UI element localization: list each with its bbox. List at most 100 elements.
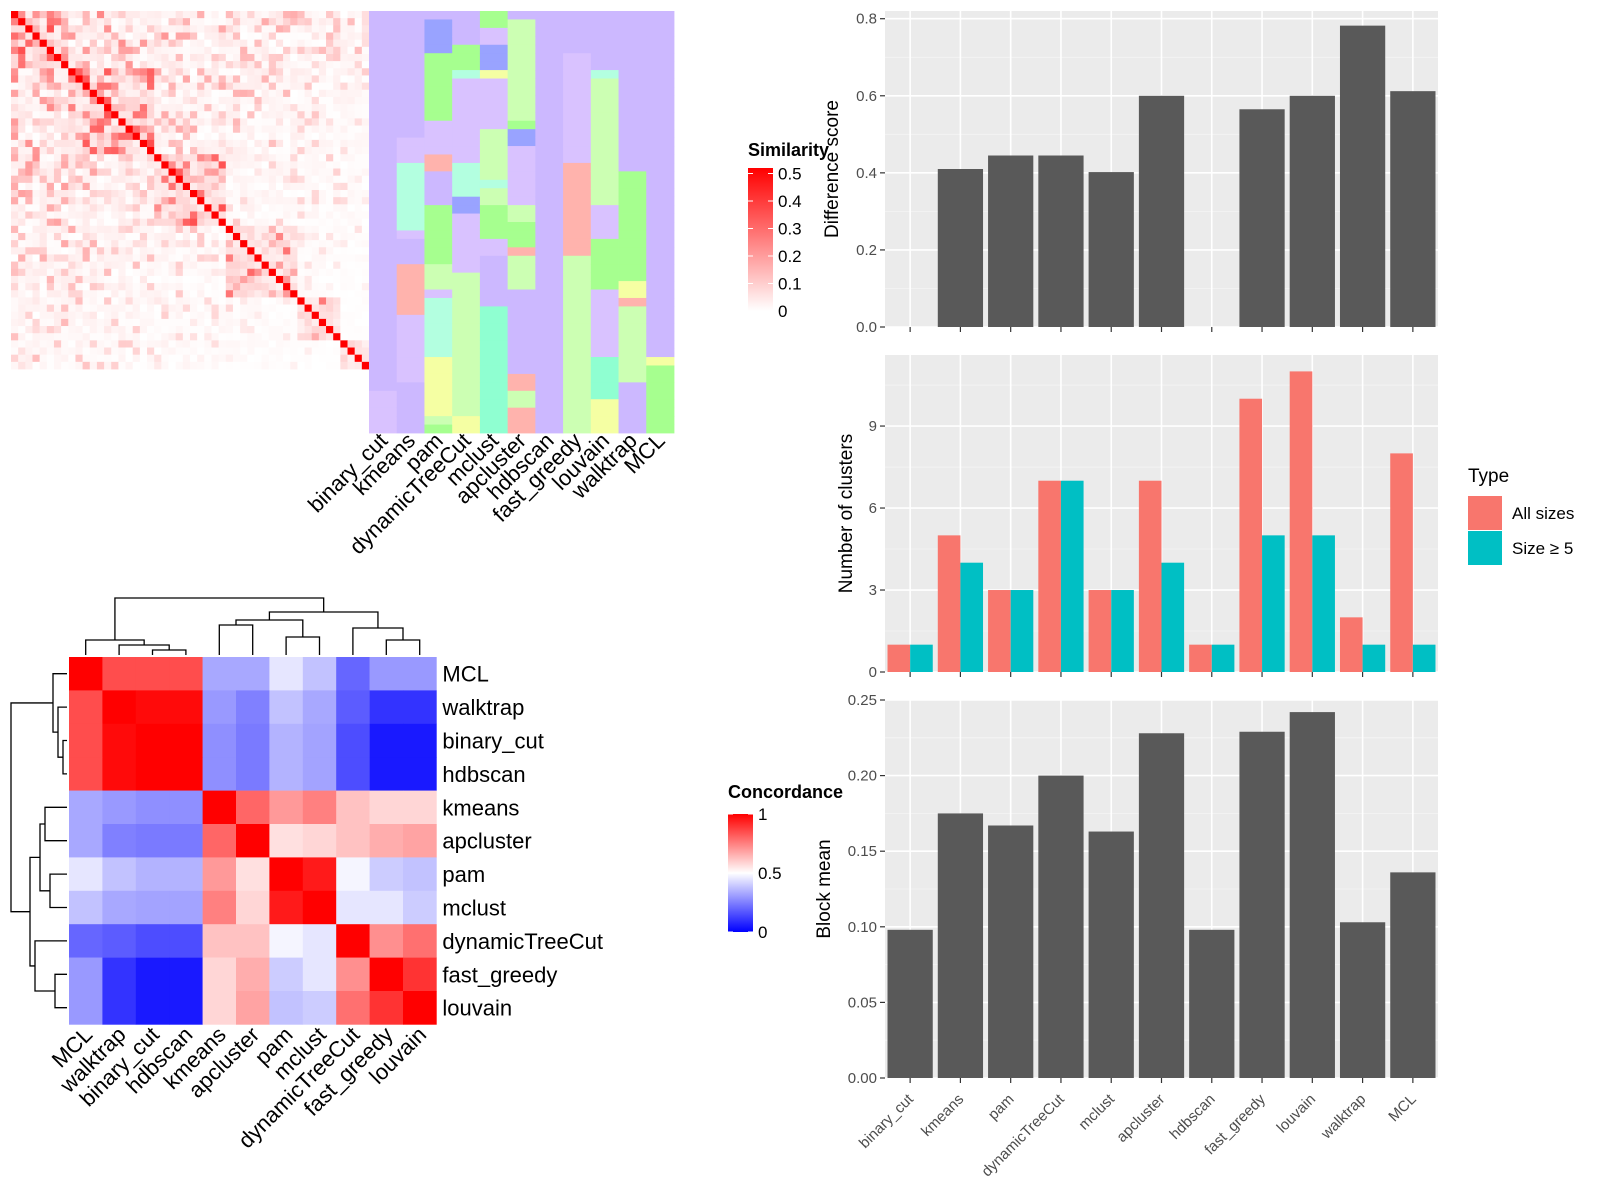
similarity-cell — [46, 39, 55, 48]
cluster-cell — [618, 171, 647, 181]
similarity-cell — [161, 125, 169, 134]
cluster-cell — [563, 399, 592, 409]
bar — [1289, 712, 1335, 1078]
similarity-cell — [118, 104, 126, 112]
bar — [1038, 775, 1084, 1078]
similarity-cell — [68, 118, 76, 126]
similarity-cell — [218, 147, 227, 155]
similarity-cell — [340, 125, 348, 134]
similarity-cell — [25, 333, 33, 341]
similarity-cell — [182, 32, 191, 41]
similarity-cell — [275, 290, 284, 298]
concordance-row-label: fast_greedy — [442, 962, 557, 987]
similarity-cell — [161, 283, 169, 291]
similarity-cell — [46, 46, 55, 55]
similarity-cell — [89, 147, 98, 155]
similarity-cell — [46, 11, 55, 19]
cluster-cell — [618, 306, 647, 316]
similarity-cell — [354, 182, 363, 191]
similarity-cell — [197, 61, 205, 69]
similarity-cell — [333, 32, 341, 41]
similarity-cell — [347, 111, 356, 119]
cluster-cell — [590, 348, 619, 358]
similarity-cell — [118, 39, 126, 48]
similarity-cell — [53, 275, 62, 284]
cluster-cell — [424, 323, 453, 333]
similarity-cell — [361, 118, 370, 126]
similarity-cell — [25, 225, 33, 234]
similarity-cell — [61, 32, 69, 41]
cluster-cell — [424, 289, 453, 299]
similarity-cell — [254, 247, 262, 255]
similarity-cell — [53, 240, 62, 248]
similarity-cell — [132, 225, 141, 234]
similarity-cell — [275, 147, 284, 155]
similarity-cell — [104, 247, 112, 255]
similarity-cell — [254, 197, 262, 205]
similarity-cell — [139, 111, 148, 119]
cluster-cell — [396, 162, 425, 172]
similarity-cell — [254, 18, 262, 26]
cluster-cell — [618, 416, 647, 425]
bar — [1138, 480, 1162, 672]
similarity-cell — [283, 147, 291, 155]
similarity-cell — [139, 190, 148, 198]
cluster-cell — [535, 27, 564, 37]
similarity-cell — [182, 275, 191, 284]
concordance-cell — [69, 723, 103, 758]
cluster-cell — [369, 390, 398, 400]
similarity-cell — [118, 168, 126, 177]
similarity-cell — [96, 311, 105, 320]
dendrogram-branch — [85, 639, 145, 655]
similarity-cell — [225, 147, 234, 155]
cluster-cell — [507, 373, 536, 383]
similarity-cell — [75, 275, 83, 284]
similarity-cell — [82, 11, 91, 19]
concordance-cell — [69, 824, 103, 858]
bar — [1088, 831, 1134, 1078]
similarity-cell — [247, 61, 255, 69]
similarity-cell — [18, 232, 26, 241]
similarity-cell — [218, 118, 227, 126]
cluster-cell — [369, 323, 398, 333]
similarity-cell — [211, 254, 220, 262]
similarity-cell — [111, 104, 119, 112]
similarity-cell — [304, 283, 313, 291]
similarity-cell — [354, 11, 363, 19]
similarity-cell — [254, 311, 262, 320]
bar — [1189, 929, 1235, 1078]
similarity-cell — [354, 111, 363, 119]
similarity-legend-tick: 0.3 — [778, 220, 802, 239]
similarity-cell — [175, 132, 184, 141]
similarity-cell — [96, 182, 105, 191]
similarity-cell — [32, 139, 41, 148]
similarity-cell — [75, 111, 83, 119]
similarity-cell — [254, 118, 262, 126]
similarity-cell — [304, 82, 313, 91]
similarity-cell — [290, 61, 298, 69]
similarity-cell — [25, 53, 33, 62]
similarity-cell — [39, 96, 48, 105]
similarity-cell — [218, 247, 227, 255]
similarity-cell — [168, 139, 177, 148]
similarity-cell — [311, 61, 320, 69]
similarity-cell — [361, 190, 370, 198]
cluster-cell — [479, 331, 509, 341]
similarity-cell — [218, 318, 227, 327]
similarity-cell — [182, 311, 191, 320]
concordance-cell — [69, 757, 103, 791]
similarity-cell — [204, 218, 212, 227]
cluster-cell — [369, 272, 398, 282]
similarity-cell — [211, 304, 220, 313]
similarity-cell — [211, 247, 220, 255]
similarity-cell — [53, 111, 62, 119]
similarity-cell — [340, 204, 348, 212]
similarity-cell — [61, 283, 69, 291]
similarity-cell — [240, 104, 248, 112]
similarity-cell — [25, 68, 33, 76]
similarity-cell — [290, 211, 298, 220]
similarity-cell — [240, 39, 248, 48]
similarity-cell — [147, 247, 155, 255]
similarity-cell — [175, 254, 184, 262]
similarity-cell — [125, 232, 134, 241]
